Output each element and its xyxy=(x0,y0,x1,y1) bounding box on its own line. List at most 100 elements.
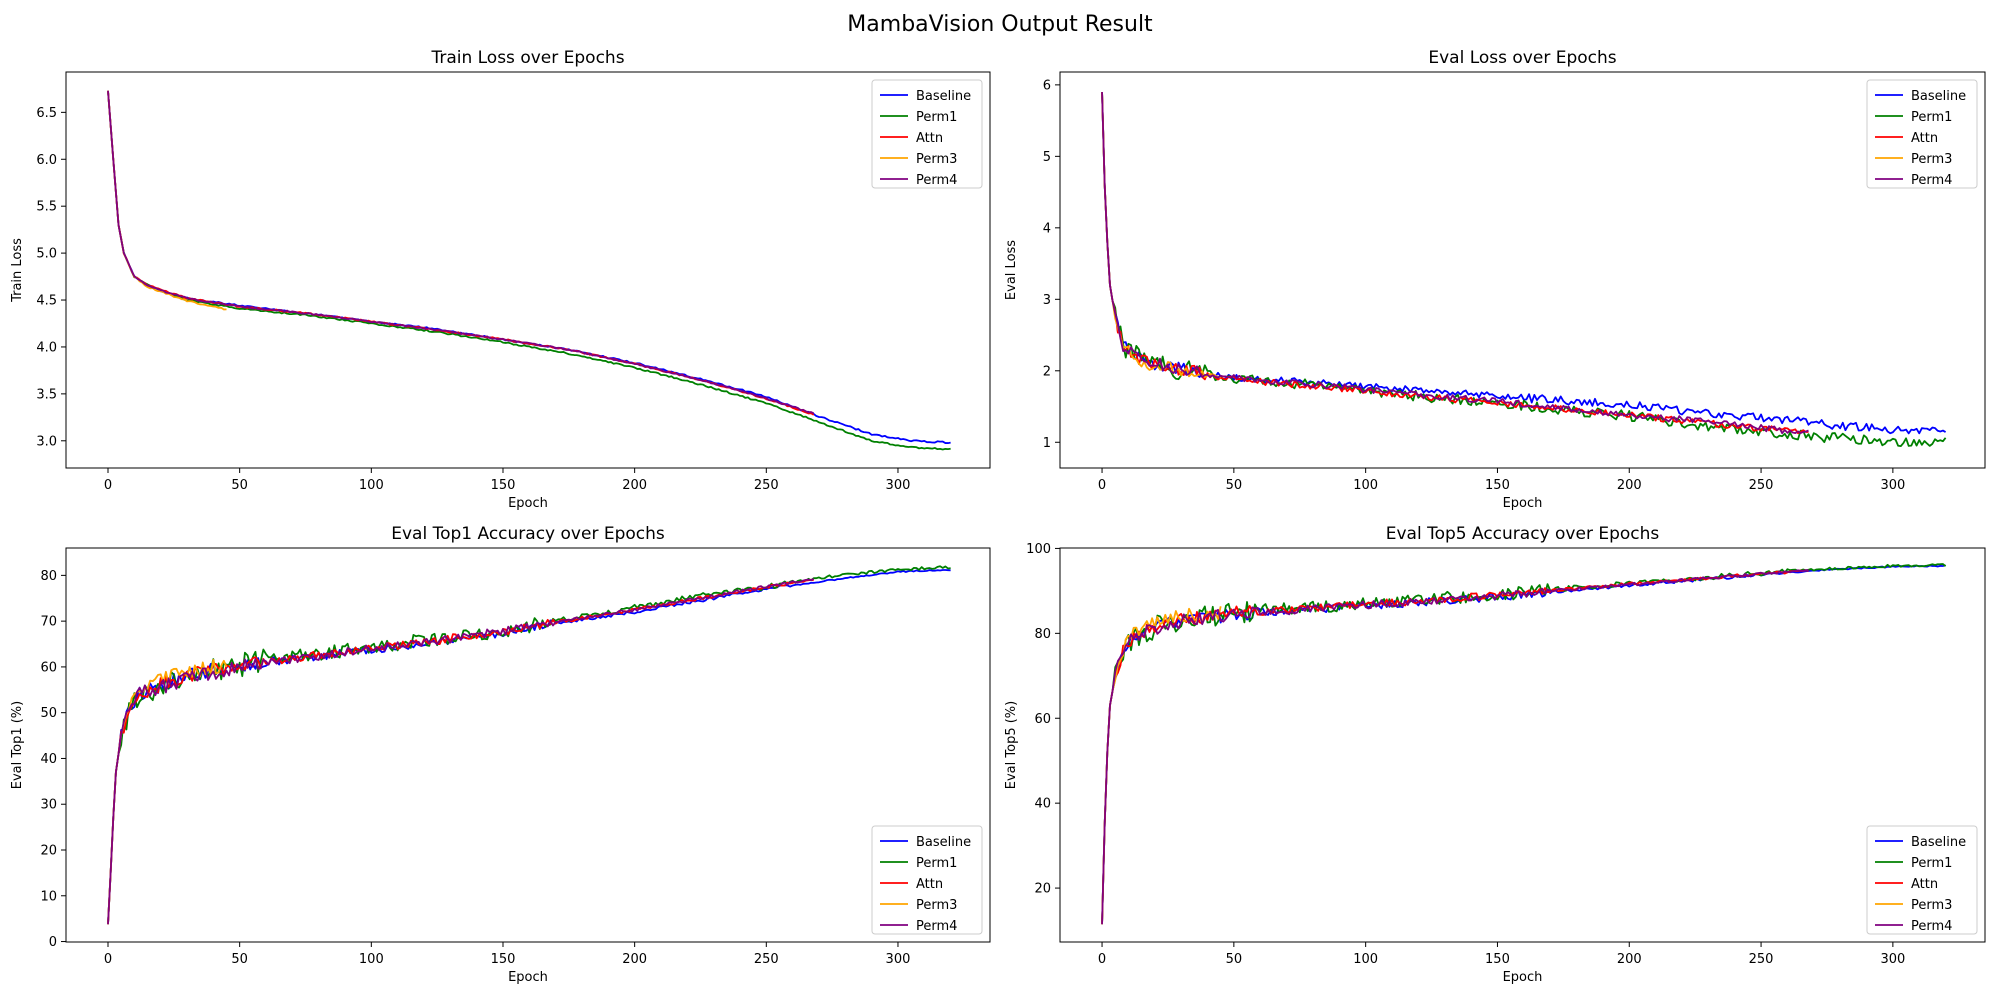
legend-label-perm1: Perm1 xyxy=(1911,110,1952,125)
y-tick-label: 6.0 xyxy=(36,153,57,168)
y-tick-label: 30 xyxy=(40,798,57,813)
x-tick-label: 0 xyxy=(104,478,112,493)
subplot-2: Eval Loss over Epochs 0 50 100 150 200 250 300 1… xyxy=(1004,48,1986,511)
y-tick-label: 2 xyxy=(1043,364,1051,379)
series-line-perm1 xyxy=(1101,91,1947,448)
series-lines xyxy=(1101,91,1947,448)
legend-label-attn: Attn xyxy=(916,877,943,892)
legend-label-perm1: Perm1 xyxy=(1911,856,1952,871)
x-tick-label: 150 xyxy=(1485,478,1510,493)
y-tick-label: 60 xyxy=(1034,712,1051,727)
x-tick-label: 0 xyxy=(1098,952,1106,967)
y-tick-label: 4.0 xyxy=(36,340,57,355)
series-line-perm3 xyxy=(1101,606,1222,925)
x-tick-label: 150 xyxy=(1485,952,1510,967)
x-tick-label: 250 xyxy=(754,478,779,493)
legend: Baseline Perm1 Attn Perm3 Perm4 xyxy=(871,79,983,189)
series-line-attn xyxy=(1101,91,1809,435)
series-line-perm3 xyxy=(107,90,227,311)
legend-label-perm3: Perm3 xyxy=(916,152,957,167)
x-tick-label: 50 xyxy=(231,478,248,493)
legend-box xyxy=(1866,825,1978,935)
x-axis-label: Epoch xyxy=(508,496,548,511)
subplot-1: Train Loss over Epochs 0 50 100 150 200 250 300… xyxy=(10,48,991,511)
series-line-perm4 xyxy=(1101,91,1809,435)
x-tick-label: 150 xyxy=(491,478,516,493)
series-line-baseline xyxy=(1101,91,1947,435)
y-axis-label: Eval Loss xyxy=(1004,240,1019,300)
series-line-perm4 xyxy=(107,577,815,925)
y-tick-label: 5.5 xyxy=(36,200,57,215)
series-lines xyxy=(107,90,951,451)
x-tick-label: 100 xyxy=(1353,478,1378,493)
y-tick-label: 6 xyxy=(1043,78,1051,93)
subplot-title: Eval Top5 Accuracy over Epochs xyxy=(1386,524,1660,544)
legend-label-perm4: Perm4 xyxy=(916,919,957,934)
series-line-perm1 xyxy=(107,90,951,451)
legend-label-attn: Attn xyxy=(1911,131,1938,146)
x-tick-label: 250 xyxy=(754,952,779,967)
series-lines xyxy=(1101,563,1947,925)
legend-label-perm1: Perm1 xyxy=(916,856,957,871)
x-tick-label: 300 xyxy=(886,952,911,967)
series-line-attn xyxy=(107,90,815,416)
x-tick-label: 100 xyxy=(359,952,384,967)
series-line-perm4 xyxy=(107,90,815,415)
y-tick-label: 80 xyxy=(1034,627,1051,642)
legend-label-perm4: Perm4 xyxy=(1911,919,1952,934)
x-tick-label: 200 xyxy=(1617,478,1642,493)
y-tick-label: 1 xyxy=(1043,436,1051,451)
x-tick-label: 200 xyxy=(622,478,647,493)
y-tick-label: 3.0 xyxy=(36,434,57,449)
subplot-4: Eval Top5 Accuracy over Epochs 0 50 100 150 2… xyxy=(1004,524,1986,985)
series-lines xyxy=(107,565,951,925)
y-axis-label: Eval Top1 (%) xyxy=(10,701,25,789)
x-tick-label: 50 xyxy=(1226,478,1243,493)
legend-label-perm3: Perm3 xyxy=(916,898,957,913)
x-tick-label: 100 xyxy=(359,478,384,493)
y-tick-label: 10 xyxy=(40,889,57,904)
legend-label-perm3: Perm3 xyxy=(1911,152,1952,167)
legend-label-perm3: Perm3 xyxy=(1911,898,1952,913)
x-tick-label: 0 xyxy=(1098,478,1106,493)
x-tick-label: 0 xyxy=(104,952,112,967)
y-tick-label: 3 xyxy=(1043,293,1051,308)
y-tick-label: 6.5 xyxy=(36,106,57,121)
x-tick-label: 200 xyxy=(1617,952,1642,967)
legend-label-perm4: Perm4 xyxy=(1911,173,1952,188)
subplot-title: Eval Loss over Epochs xyxy=(1428,48,1616,68)
y-tick-label: 0 xyxy=(49,935,57,950)
legend: Baseline Perm1 Attn Perm3 Perm4 xyxy=(1866,79,1978,189)
y-tick-label: 70 xyxy=(40,615,57,630)
y-tick-label: 3.5 xyxy=(36,387,57,402)
y-tick-label: 20 xyxy=(1034,882,1051,897)
y-tick-label: 5 xyxy=(1043,150,1051,165)
figure-title: MambaVision Output Result xyxy=(847,12,1153,37)
y-tick-label: 100 xyxy=(1026,542,1051,557)
y-tick-label: 80 xyxy=(40,569,57,584)
legend-box xyxy=(1866,79,1978,189)
series-line-perm4 xyxy=(1101,569,1809,925)
x-tick-label: 300 xyxy=(1880,952,1905,967)
y-tick-label: 4 xyxy=(1043,221,1051,236)
x-tick-label: 50 xyxy=(1226,952,1243,967)
x-tick-label: 150 xyxy=(491,952,516,967)
legend: Baseline Perm1 Attn Perm3 Perm4 xyxy=(1866,825,1978,935)
legend: Baseline Perm1 Attn Perm3 Perm4 xyxy=(871,825,983,935)
y-axis-label: Eval Top5 (%) xyxy=(1004,701,1019,789)
series-line-perm1 xyxy=(107,565,951,925)
series-line-baseline xyxy=(1101,564,1946,925)
x-tick-label: 200 xyxy=(622,952,647,967)
y-tick-label: 40 xyxy=(1034,797,1051,812)
legend-label-attn: Attn xyxy=(916,131,943,146)
legend-label-baseline: Baseline xyxy=(1911,835,1966,850)
legend-label-baseline: Baseline xyxy=(916,89,971,104)
x-tick-label: 250 xyxy=(1749,952,1774,967)
legend-label-perm1: Perm1 xyxy=(916,110,957,125)
x-tick-label: 300 xyxy=(886,478,911,493)
legend-label-perm4: Perm4 xyxy=(916,173,957,188)
axes-frame xyxy=(1059,71,1986,469)
x-tick-label: 100 xyxy=(1353,952,1378,967)
